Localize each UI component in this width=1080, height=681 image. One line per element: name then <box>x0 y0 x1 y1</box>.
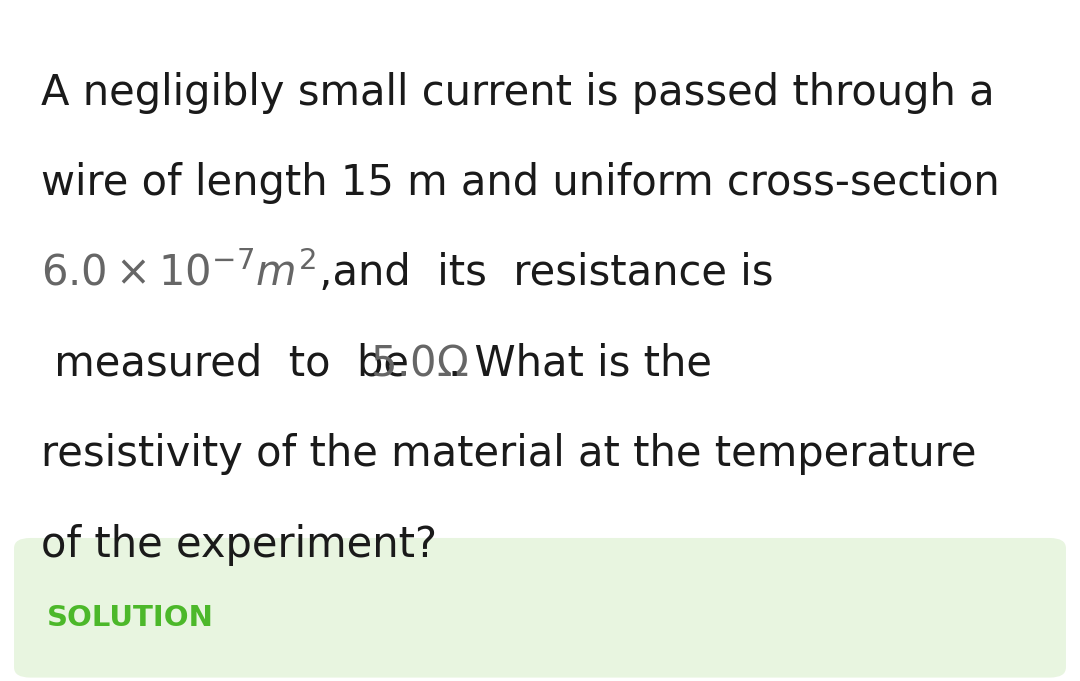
Text: $5.0\Omega$: $5.0\Omega$ <box>370 343 469 385</box>
Text: . What is the: . What is the <box>448 343 712 385</box>
Text: SOLUTION: SOLUTION <box>46 604 214 632</box>
Text: measured  to  be: measured to be <box>41 343 422 385</box>
Text: $6.0 \times 10^{-7}m^2$: $6.0 \times 10^{-7}m^2$ <box>41 252 316 294</box>
Text: A negligibly small current is passed through a: A negligibly small current is passed thr… <box>41 72 995 114</box>
FancyBboxPatch shape <box>14 538 1066 678</box>
Text: ,and  its  resistance is: ,and its resistance is <box>306 252 773 294</box>
Text: of the experiment?: of the experiment? <box>41 524 437 566</box>
Text: wire of length 15 m and uniform cross-section: wire of length 15 m and uniform cross-se… <box>41 162 1000 204</box>
Text: resistivity of the material at the temperature: resistivity of the material at the tempe… <box>41 433 976 475</box>
